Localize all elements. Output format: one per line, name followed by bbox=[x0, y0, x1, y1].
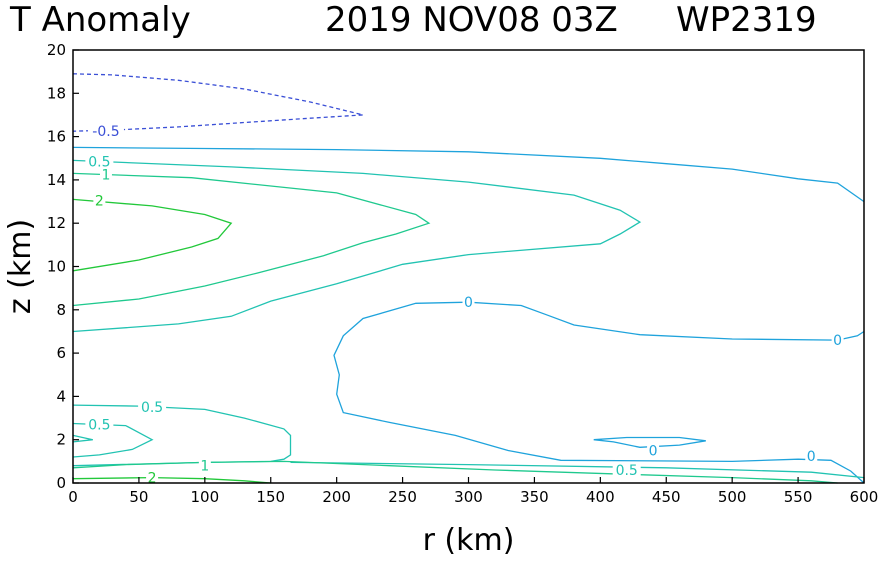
contour-label-background bbox=[146, 469, 159, 486]
chart-title-group: T Anomaly 2019 NOV08 03Z WP2319 bbox=[9, 0, 817, 40]
chart-storm-id: WP2319 bbox=[676, 0, 817, 40]
y-tick-label: 20 bbox=[47, 41, 66, 59]
y-tick-label: 18 bbox=[47, 84, 66, 102]
contour-label: 2 bbox=[95, 193, 104, 209]
y-tick-label: 4 bbox=[56, 387, 66, 405]
x-axis-label: r (km) bbox=[423, 523, 515, 558]
x-tick-label: 250 bbox=[388, 488, 417, 506]
y-tick-label: 10 bbox=[47, 258, 66, 276]
contour-line-neg0p5-0 bbox=[72, 73, 364, 132]
chart-datetime: 2019 NOV08 03Z bbox=[325, 0, 618, 40]
contour-line-0p5-8 bbox=[290, 461, 865, 479]
contour-label-background bbox=[831, 332, 844, 349]
contour-label: 0 bbox=[649, 444, 658, 460]
contour-label: 1 bbox=[200, 459, 209, 475]
contour-label-background bbox=[612, 462, 641, 479]
x-tick-label: 500 bbox=[718, 488, 747, 506]
contour-label-background bbox=[647, 442, 660, 459]
y-axis-label: z (km) bbox=[3, 219, 38, 314]
contour-line-1-9 bbox=[72, 172, 431, 307]
contour-lines bbox=[72, 73, 865, 484]
y-tick-label: 8 bbox=[56, 301, 66, 319]
contour-label-background bbox=[462, 294, 475, 311]
contour-label: 1 bbox=[101, 167, 110, 183]
contour-label: 0 bbox=[464, 295, 473, 311]
contour-label-background bbox=[93, 192, 106, 209]
contour-label-background bbox=[138, 399, 167, 416]
contour-label: 0.5 bbox=[616, 463, 638, 479]
contour-line-0-1 bbox=[72, 146, 865, 203]
contour-label: 0.5 bbox=[88, 418, 110, 434]
plot-frame bbox=[72, 49, 865, 484]
y-tick-label: 14 bbox=[47, 171, 66, 189]
x-tick-label: 450 bbox=[652, 488, 681, 506]
y-tick-label: 6 bbox=[56, 344, 66, 362]
contour-line-0p5-4 bbox=[72, 159, 642, 333]
x-tick-label: 100 bbox=[191, 488, 220, 506]
contour-label: 2 bbox=[148, 471, 157, 487]
axis-ticks: 0 50 100 150 200 250 300 350 400 450 500 550 6000246… bbox=[47, 41, 878, 506]
x-tick-label: 350 bbox=[520, 488, 549, 506]
x-tick-label: 0 bbox=[68, 488, 78, 506]
x-tick-label: 400 bbox=[586, 488, 615, 506]
x-tick-label: 200 bbox=[322, 488, 351, 506]
x-tick-label: 300 bbox=[454, 488, 483, 506]
contour-line-0p5-7 bbox=[72, 434, 93, 443]
contour-label: 0 bbox=[833, 333, 842, 349]
chart-title: T Anomaly bbox=[9, 0, 191, 40]
contour-label-background bbox=[87, 123, 124, 140]
x-tick-label: 150 bbox=[256, 488, 285, 506]
contour-label-background bbox=[198, 457, 211, 474]
contour-line-1-10 bbox=[72, 460, 838, 484]
contour-label-background bbox=[85, 153, 114, 170]
contour-line-2-12 bbox=[72, 476, 271, 484]
y-tick-label: 12 bbox=[47, 214, 66, 232]
contour-line-0p5-6 bbox=[72, 422, 154, 458]
contour-line-0-3 bbox=[593, 436, 706, 448]
contour-label-background bbox=[99, 166, 112, 183]
contour-label: 0 bbox=[807, 449, 816, 465]
contour-label-background bbox=[85, 416, 114, 433]
x-tick-label: 550 bbox=[784, 488, 813, 506]
contour-label: -0.5 bbox=[92, 124, 119, 140]
contour-label-background bbox=[805, 447, 818, 464]
y-tick-label: 2 bbox=[56, 431, 66, 449]
contour-line-2-11 bbox=[72, 198, 233, 272]
x-tick-label: 50 bbox=[129, 488, 148, 506]
y-tick-label: 0 bbox=[56, 474, 66, 492]
contour-label: 0.5 bbox=[141, 400, 163, 416]
x-tick-label: 600 bbox=[850, 488, 879, 506]
contour-line-0p5-5 bbox=[72, 404, 292, 467]
contour-line-0-2 bbox=[333, 301, 865, 484]
y-tick-label: 16 bbox=[47, 128, 66, 146]
